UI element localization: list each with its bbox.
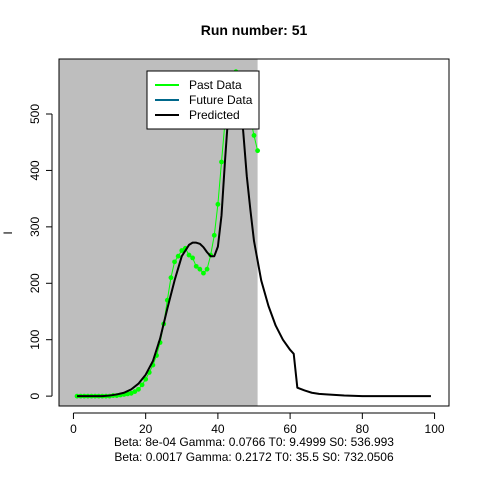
past-data-point xyxy=(219,159,224,165)
y-tick-label: 500 xyxy=(28,104,42,124)
past-data-point xyxy=(197,266,203,272)
past-data-point xyxy=(193,263,199,269)
footer-params-line-1: Beta: 8e-04 Gamma: 0.0766 T0: 9.4999 S0:… xyxy=(114,435,394,449)
legend-label: Future Data xyxy=(189,93,253,107)
past-data-point xyxy=(168,275,174,281)
past-data-point xyxy=(204,266,210,272)
y-tick-label: 100 xyxy=(28,329,42,349)
y-tick-label: 300 xyxy=(28,217,42,237)
x-tick-label: 40 xyxy=(211,422,225,436)
past-data-point xyxy=(175,253,181,259)
past-data-point xyxy=(128,390,134,396)
y-tick-label: 0 xyxy=(28,392,42,399)
legend-label: Predicted xyxy=(189,108,240,122)
past-data-point xyxy=(211,232,217,238)
predicted-line xyxy=(77,84,431,398)
past-data-point xyxy=(172,259,177,265)
plot-frame xyxy=(58,58,450,407)
past-data-point xyxy=(251,133,257,138)
past-data-point xyxy=(139,382,145,388)
past-data-point xyxy=(132,389,138,395)
past-data-point xyxy=(190,255,196,261)
past-data-point xyxy=(179,248,185,253)
footer-params-line-2: Beta: 0.0017 Gamma: 0.2172 T0: 35.5 S0: … xyxy=(114,450,394,464)
past-data-point xyxy=(255,148,261,154)
x-tick-label: 80 xyxy=(356,422,370,436)
past-data-point xyxy=(215,201,221,207)
y-axis-label: I xyxy=(1,231,15,234)
y-tick-label: 400 xyxy=(28,160,42,180)
x-tick-label: 100 xyxy=(425,422,445,436)
y-tick-label: 200 xyxy=(28,273,42,293)
past-data-point xyxy=(74,393,80,399)
chart-title: Run number: 51 xyxy=(201,22,308,38)
past-data-point xyxy=(136,386,141,392)
past-data-point xyxy=(201,270,206,276)
x-tick-label: 0 xyxy=(70,422,77,436)
plot-layer: 0 20 40 60 80 100 0 100 200 300 400 500 Past DataFut… xyxy=(28,58,450,436)
x-tick-label: 60 xyxy=(283,422,297,436)
past-data-point xyxy=(143,376,149,382)
x-tick-label: 20 xyxy=(139,422,153,436)
past-data-point xyxy=(186,252,192,258)
legend-label: Past Data xyxy=(189,78,242,92)
